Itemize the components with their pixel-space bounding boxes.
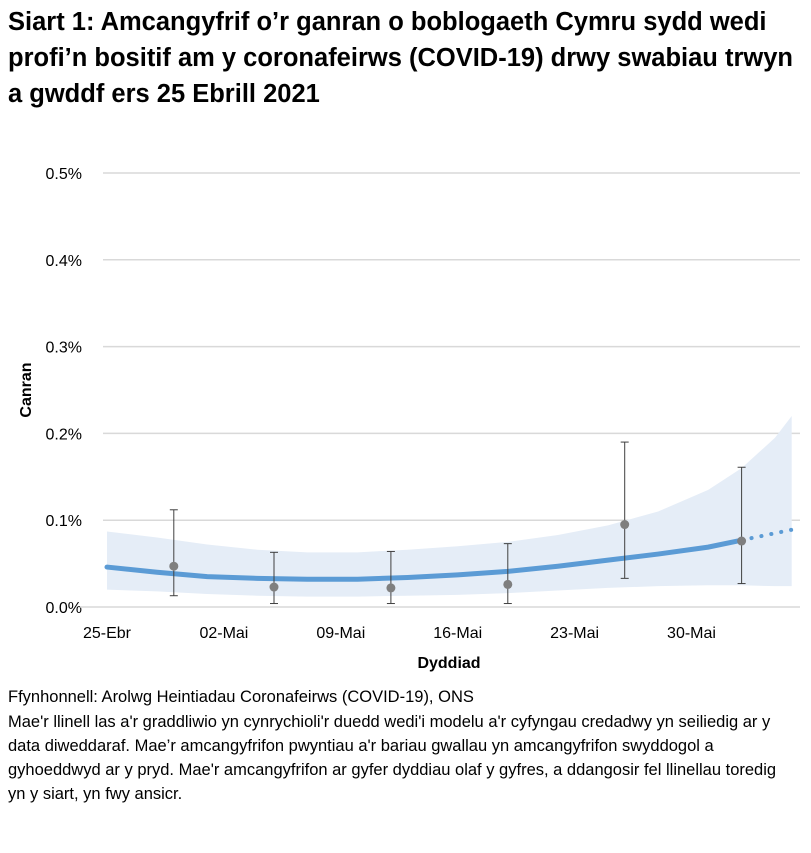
credible-interval-band bbox=[107, 416, 792, 597]
y-tick-label: 0.5% bbox=[46, 166, 82, 183]
chart-title: Siart 1: Amcangyfrif o’r ganran o boblog… bbox=[8, 8, 793, 108]
data-point bbox=[737, 536, 747, 546]
y-axis-label: Canran bbox=[18, 362, 35, 417]
x-tick-label: 09-Mai bbox=[316, 625, 365, 642]
data-point bbox=[386, 583, 396, 593]
x-tick-label: 02-Mai bbox=[199, 625, 248, 642]
y-tick-label: 0.4% bbox=[46, 253, 82, 270]
y-tick-label: 0.2% bbox=[46, 426, 82, 443]
y-tick-label: 0.1% bbox=[46, 513, 82, 530]
data-point bbox=[620, 520, 630, 530]
trend-line-dotted bbox=[739, 527, 794, 543]
note-text: Mae'r llinell las a'r graddliwio yn cynr… bbox=[8, 713, 777, 803]
data-point bbox=[503, 579, 513, 589]
x-tick-label: 23-Mai bbox=[550, 625, 599, 642]
x-tick-label: 30-Mai bbox=[667, 625, 716, 642]
data-point bbox=[169, 561, 179, 571]
x-axis-label: Dyddiad bbox=[417, 655, 480, 672]
source-text: Ffynhonnell: Arolwg Heintiadau Coronafei… bbox=[8, 688, 474, 706]
x-tick-label: 16-Mai bbox=[433, 625, 482, 642]
y-tick-label: 0.0% bbox=[46, 600, 82, 617]
x-tick-label: 25-Ebr bbox=[83, 625, 132, 642]
y-tick-label: 0.3% bbox=[46, 340, 82, 357]
trend-line bbox=[104, 537, 745, 582]
data-point bbox=[269, 582, 279, 592]
